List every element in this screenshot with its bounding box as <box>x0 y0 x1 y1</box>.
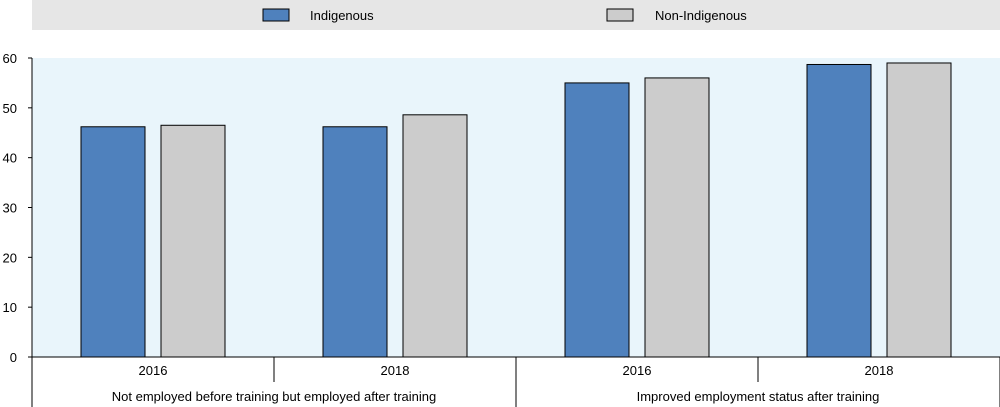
x-group-label: Not employed before training but employe… <box>112 389 436 404</box>
bar-non-indigenous <box>402 114 468 358</box>
y-tick-label: 20 <box>3 250 17 265</box>
bar-non-indigenous <box>644 77 710 358</box>
x-group-label: Improved employment status after trainin… <box>637 389 880 404</box>
y-axis: 0 10 20 30 40 50 60 <box>3 51 32 365</box>
bars <box>80 62 952 358</box>
y-tick-label: 60 <box>3 51 17 66</box>
bar-indigenous <box>322 126 388 358</box>
legend-swatch-indigenous <box>262 8 290 22</box>
legend: Indigenous Non-Indigenous <box>262 8 747 23</box>
y-tick-label: 50 <box>3 101 17 116</box>
y-tick-label: 40 <box>3 151 17 166</box>
bar-indigenous <box>806 63 872 358</box>
legend-swatch-non-indigenous <box>606 8 634 22</box>
y-tick-label: 0 <box>10 350 17 365</box>
x-category-label: 2018 <box>381 363 410 378</box>
bar-indigenous <box>80 126 146 358</box>
legend-label-indigenous: Indigenous <box>310 8 374 23</box>
x-category-label: 2016 <box>139 363 168 378</box>
bar-non-indigenous <box>160 124 226 358</box>
y-tick-label: 10 <box>3 300 17 315</box>
x-axis: 2016 2018 2016 2018 Not employed before trai… <box>31 356 1000 407</box>
y-tick-label: 30 <box>3 201 17 216</box>
legend-background <box>32 0 1000 30</box>
bar-non-indigenous <box>886 62 952 358</box>
x-category-label: 2018 <box>865 363 894 378</box>
bar-indigenous <box>564 82 630 358</box>
x-category-label: 2016 <box>623 363 652 378</box>
legend-label-non-indigenous: Non-Indigenous <box>655 8 747 23</box>
